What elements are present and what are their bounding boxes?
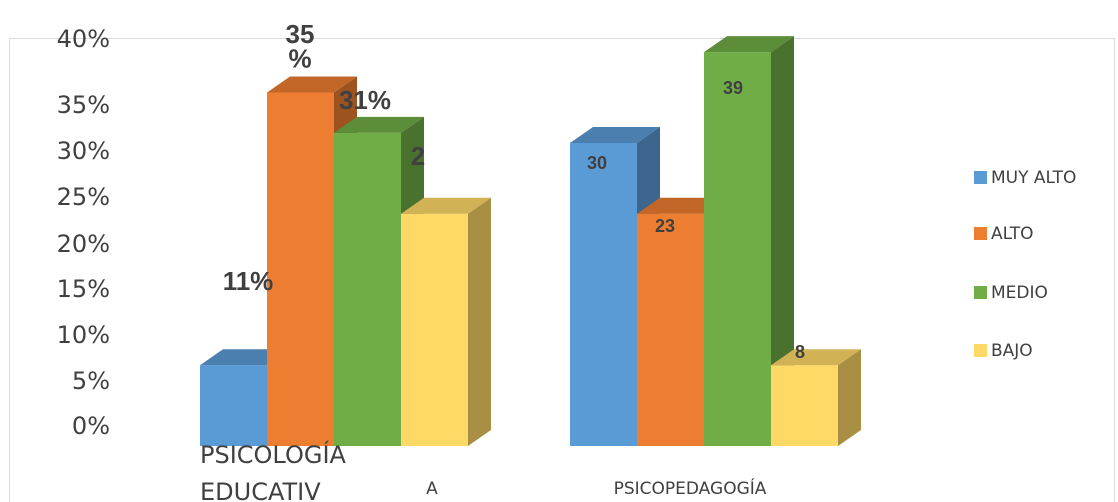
bar-front bbox=[637, 213, 704, 446]
y-tick-label: 5% bbox=[72, 367, 110, 395]
category-label: PSICOLOGÍA bbox=[200, 440, 347, 469]
legend-label: ALTO bbox=[991, 224, 1034, 244]
legend-swatch bbox=[974, 286, 987, 299]
y-tick-label: 20% bbox=[57, 230, 110, 258]
bar-front bbox=[200, 365, 267, 446]
bar-front bbox=[704, 52, 771, 446]
y-tick-label: 30% bbox=[57, 137, 110, 165]
y-tick-label: 40% bbox=[57, 25, 110, 53]
legend-label: MUY ALTO bbox=[991, 168, 1076, 188]
legend-label: BAJO bbox=[991, 341, 1033, 361]
bar bbox=[704, 36, 794, 446]
bar-top bbox=[771, 349, 861, 366]
legend-item: MEDIO bbox=[974, 283, 1048, 303]
legend-item: ALTO bbox=[974, 224, 1034, 244]
legend-item: MUY ALTO bbox=[974, 168, 1076, 188]
x-axis: PSICOLOGÍA EDUCATIV A PSICOPEDAGOGÍA bbox=[200, 440, 767, 502]
data-labels: 35 % 31% 2 30 23 39 8 11% bbox=[223, 19, 805, 362]
y-axis: 0% 5% 10% 15% 20% 25% 30% 35% 40% bbox=[57, 25, 110, 440]
bar-front bbox=[771, 365, 838, 446]
y-tick-label: 10% bbox=[57, 321, 110, 349]
data-label: 2 bbox=[411, 141, 425, 171]
bar-front bbox=[401, 213, 468, 446]
y-tick-label: 35% bbox=[57, 91, 110, 119]
data-label: 23 bbox=[655, 216, 675, 236]
category-label: PSICOPEDAGOGÍA bbox=[614, 477, 767, 499]
y-tick-label: 0% bbox=[72, 412, 110, 440]
bar-top bbox=[401, 197, 491, 214]
bars bbox=[200, 36, 861, 447]
bar-top bbox=[570, 127, 660, 143]
data-label: 39 bbox=[723, 78, 743, 98]
bar-top bbox=[334, 116, 424, 133]
bar-top bbox=[704, 36, 794, 53]
category-label: EDUCATIV bbox=[200, 478, 321, 502]
data-label: 30 bbox=[587, 153, 607, 173]
data-label: 31% bbox=[339, 85, 391, 115]
bar bbox=[401, 197, 491, 446]
legend-item: BAJO bbox=[974, 341, 1033, 361]
legend-swatch bbox=[974, 227, 987, 240]
bar-side bbox=[838, 349, 861, 446]
bar-top bbox=[267, 76, 357, 93]
bar-front bbox=[267, 92, 334, 446]
y-tick-label: 15% bbox=[57, 275, 110, 303]
bar bbox=[334, 116, 424, 447]
bar bbox=[771, 349, 861, 446]
bar-side bbox=[468, 197, 491, 446]
bar-front bbox=[570, 143, 637, 446]
y-tick-label: 25% bbox=[57, 183, 110, 211]
category-label: A bbox=[426, 479, 438, 499]
legend-swatch bbox=[974, 344, 987, 357]
legend: MUY ALTO ALTO MEDIO BAJO bbox=[974, 168, 1076, 361]
legend-swatch bbox=[974, 171, 987, 184]
bar-side bbox=[771, 36, 794, 446]
annotation-label: 11% bbox=[223, 266, 274, 296]
data-label: 35% bbox=[286, 19, 315, 74]
chart-frame bbox=[9, 38, 1115, 502]
data-label: 8 bbox=[795, 342, 805, 362]
legend-label: MEDIO bbox=[991, 283, 1048, 303]
bar-front bbox=[334, 132, 401, 446]
